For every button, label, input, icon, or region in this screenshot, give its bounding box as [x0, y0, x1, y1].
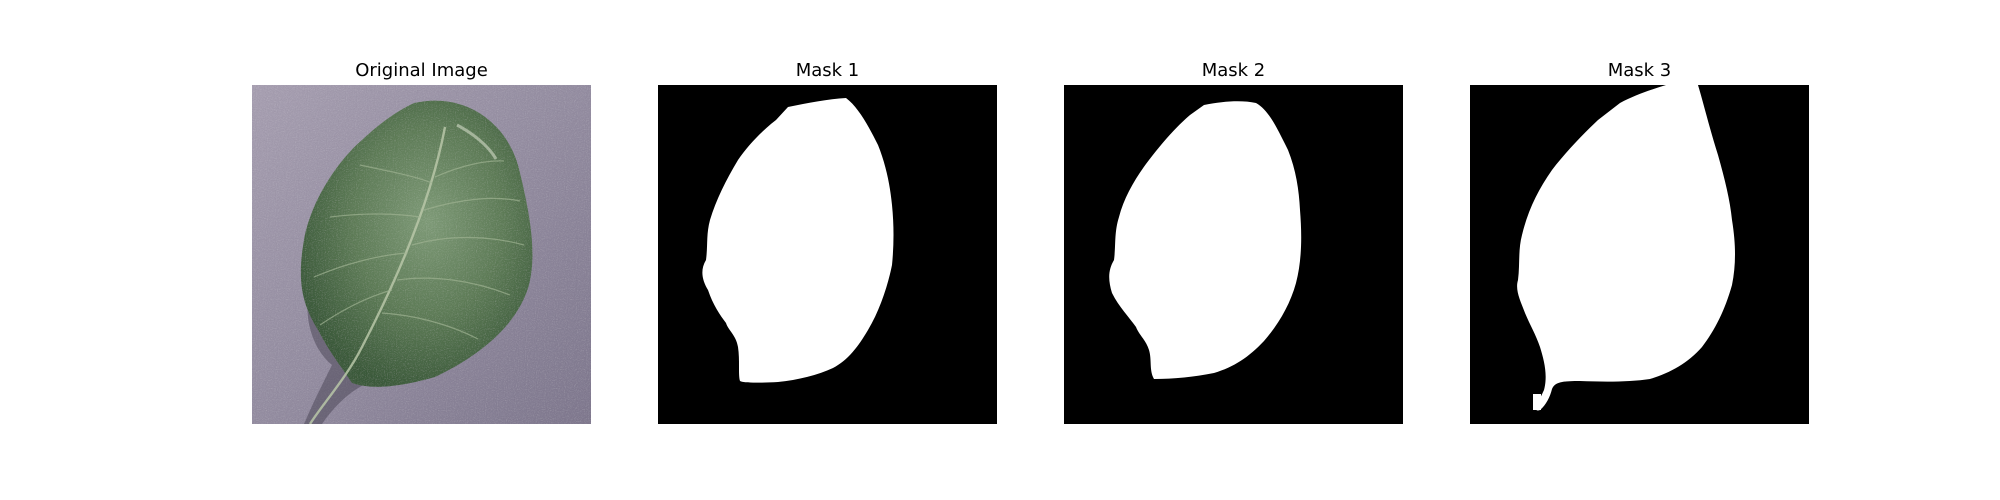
- panel-title: Mask 1: [795, 60, 860, 81]
- panel-title: Mask 2: [1201, 60, 1266, 81]
- panel-mask-1: Mask 1: [658, 57, 997, 428]
- panel-mask-3: Mask 3: [1470, 57, 1809, 428]
- mask-image: [1064, 85, 1403, 424]
- mask-image: [1470, 85, 1809, 424]
- panel-title: Original Image: [355, 60, 488, 81]
- mask-foreground: [1109, 101, 1302, 379]
- mask-foreground: [702, 98, 894, 383]
- mask-image: [658, 85, 997, 424]
- panel-mask-2: Mask 2: [1064, 57, 1403, 428]
- leaf-photo: [252, 85, 591, 424]
- mask-foreground: [1517, 85, 1735, 411]
- panel-title: Mask 3: [1607, 60, 1672, 81]
- panel-original: Original Image: [252, 57, 591, 428]
